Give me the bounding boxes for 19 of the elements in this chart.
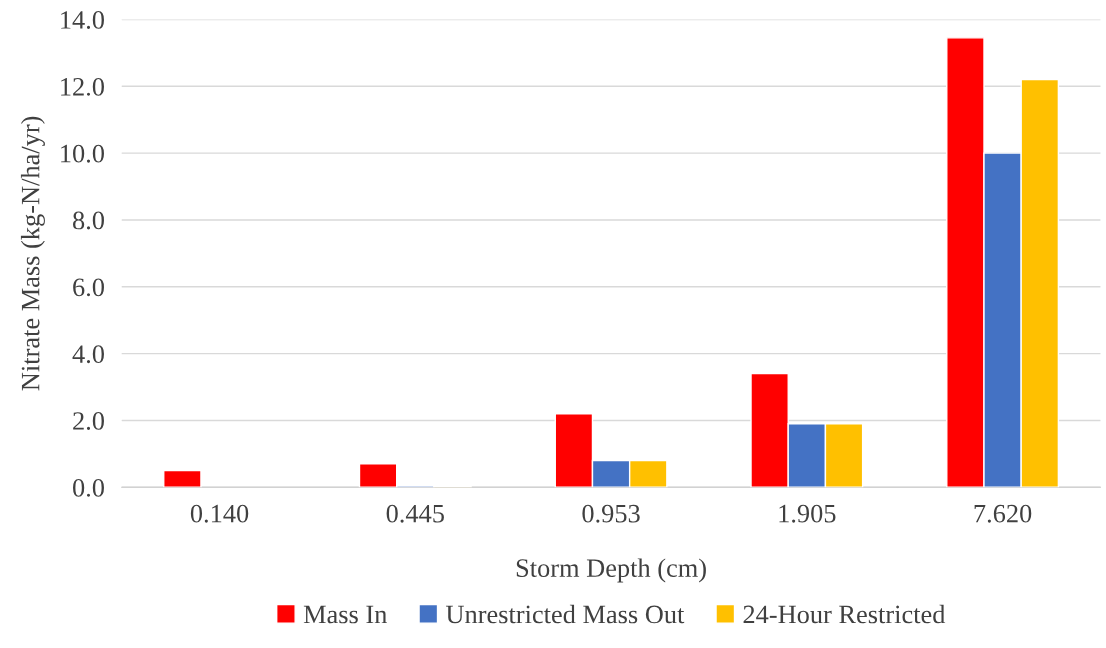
- y-tick-label: 14.0: [61, 11, 104, 29]
- x-axis-title: Storm Depth (cm): [516, 558, 706, 583]
- y-tick-label: 10.0: [61, 144, 104, 163]
- y-tick-label: 0.0: [73, 478, 104, 497]
- legend-label: Mass In: [303, 605, 387, 624]
- legend-label: 24-Hour Restricted: [743, 604, 946, 624]
- y-tick-label: 4.0: [72, 345, 104, 364]
- x-tick-label: 7.620: [974, 504, 1032, 523]
- x-tick-label: 0.953: [582, 504, 640, 523]
- y-tick-label: 2.0: [73, 412, 104, 430]
- y-tick-label: 12.0: [61, 77, 104, 96]
- legend-label: Unrestricted Mass Out: [446, 604, 685, 624]
- y-axis-title: Nitrate Mass (kg-N/ha/yr): [20, 116, 45, 391]
- y-tick-label: 8.0: [73, 211, 104, 230]
- bar: [163, 469, 202, 488]
- x-tick-label: 0.140: [190, 504, 249, 523]
- y-tick-label: 6.0: [73, 278, 104, 297]
- x-tick-label: 1.905: [779, 504, 836, 523]
- x-tick-label: 0.445: [386, 504, 444, 523]
